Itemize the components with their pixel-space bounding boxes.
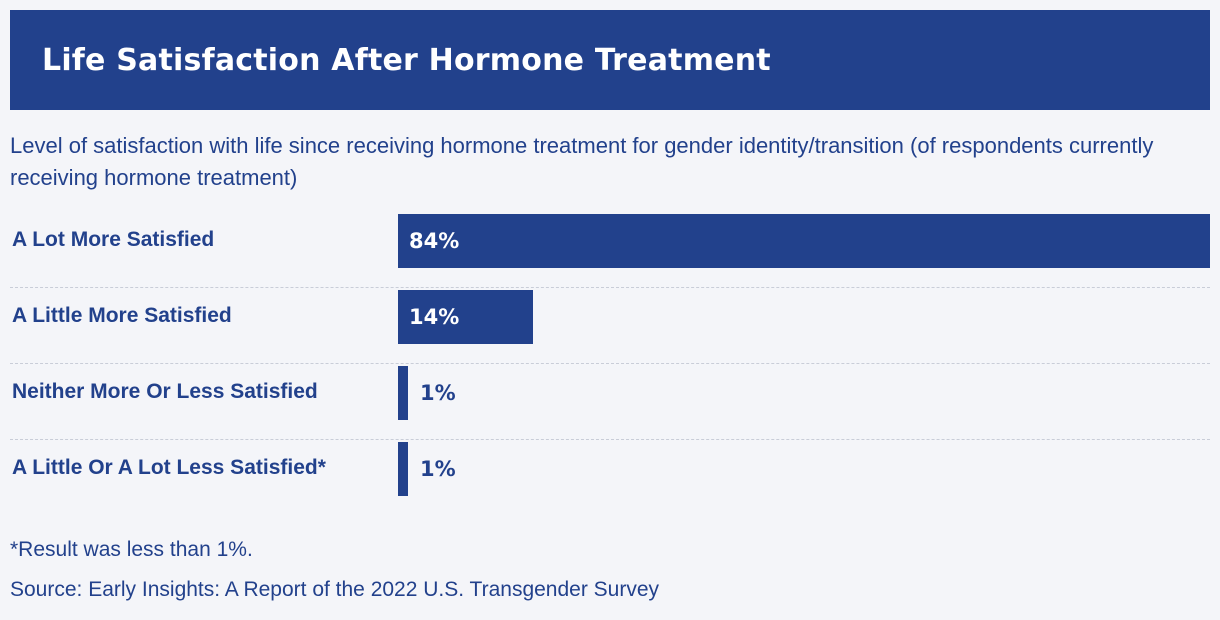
bar-row: Neither More Or Less Satisfied 1% <box>10 364 1210 440</box>
category-label: Neither More Or Less Satisfied <box>12 380 318 403</box>
category-label: A Little More Satisfied <box>12 304 232 327</box>
bar-row: A Little More Satisfied 14% <box>10 288 1210 364</box>
chart-header: Life Satisfaction After Hormone Treatmen… <box>10 10 1210 110</box>
chart-title: Life Satisfaction After Hormone Treatmen… <box>42 42 771 78</box>
data-label: 14% <box>409 305 460 329</box>
bar-row: A Little Or A Lot Less Satisfied* 1% <box>10 440 1210 516</box>
bar-row: A Lot More Satisfied 84% <box>10 212 1210 288</box>
bar <box>398 366 408 420</box>
data-label: 1% <box>420 457 456 481</box>
bar <box>398 442 408 496</box>
chart-subtitle: Level of satisfaction with life since re… <box>10 133 1154 190</box>
category-label: A Lot More Satisfied <box>12 228 215 251</box>
footnote: *Result was less than 1%. <box>10 538 253 561</box>
bar <box>398 214 1210 268</box>
data-label: 1% <box>420 381 456 405</box>
source-note: Source: Early Insights: A Report of the … <box>10 578 660 601</box>
bar-chart: A Lot More Satisfied 84% A Little More Sat… <box>10 212 1210 516</box>
bar <box>398 290 533 344</box>
data-label: 84% <box>409 229 460 253</box>
category-label: A Little Or A Lot Less Satisfied* <box>12 456 326 479</box>
